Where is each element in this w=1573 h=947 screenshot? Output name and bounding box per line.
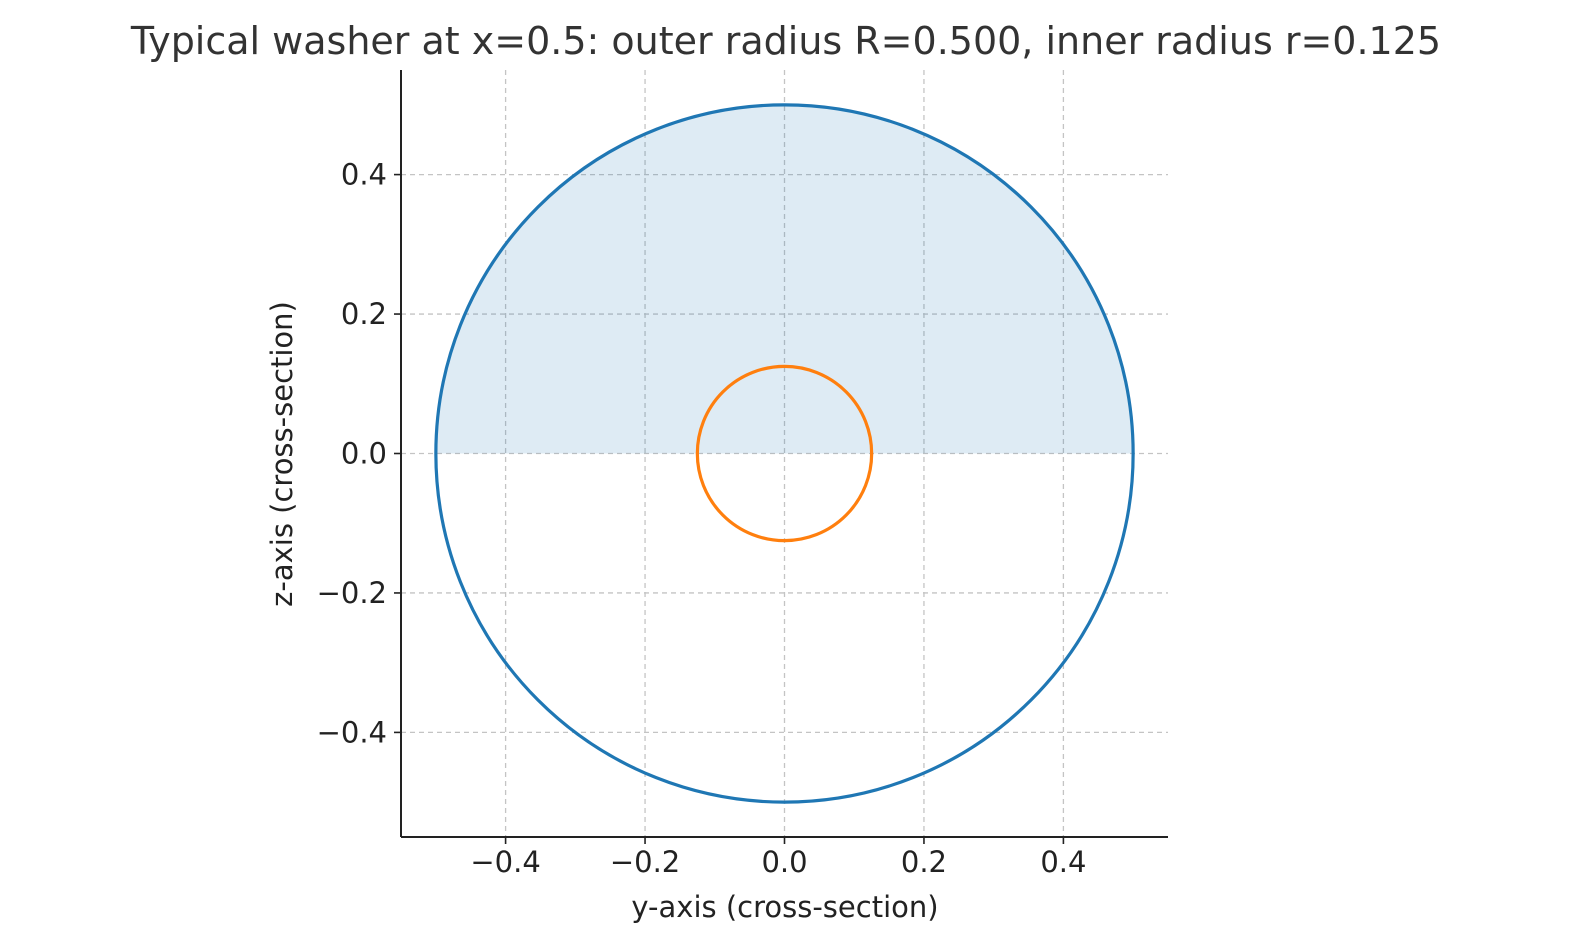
y-tick-label-0: −0.4 — [317, 715, 387, 749]
y-tick-label-3: 0.2 — [341, 297, 387, 331]
outer-circle — [434, 103, 1135, 804]
chart-title: Typical washer at x=0.5: outer radius R=… — [130, 19, 1441, 63]
x-tick-label-1: −0.2 — [610, 845, 680, 879]
y-axis-label: z-axis (cross-section) — [265, 301, 299, 607]
y-tick-label-1: −0.2 — [317, 576, 387, 610]
x-tick-label-2: 0.0 — [761, 845, 807, 879]
x-tick-label-3: 0.2 — [901, 845, 947, 879]
y-tick-label-4: 0.4 — [341, 158, 387, 192]
ticks: −0.4 −0.2 0.0 0.2 0.4 −0.4 −0.2 0.0 0.2 0.4 — [317, 158, 1087, 879]
x-tick-label-0: −0.4 — [470, 845, 540, 879]
y-tick-label-2: 0.0 — [341, 437, 387, 471]
grid — [401, 70, 1168, 837]
washer-fill-upper-half — [435, 104, 1134, 454]
series-layer — [434, 103, 1135, 804]
inner-circle — [695, 364, 874, 543]
fill-layer — [435, 104, 1134, 454]
x-axis-label: y-axis (cross-section) — [631, 890, 938, 924]
x-tick-label-4: 0.4 — [1040, 845, 1086, 879]
